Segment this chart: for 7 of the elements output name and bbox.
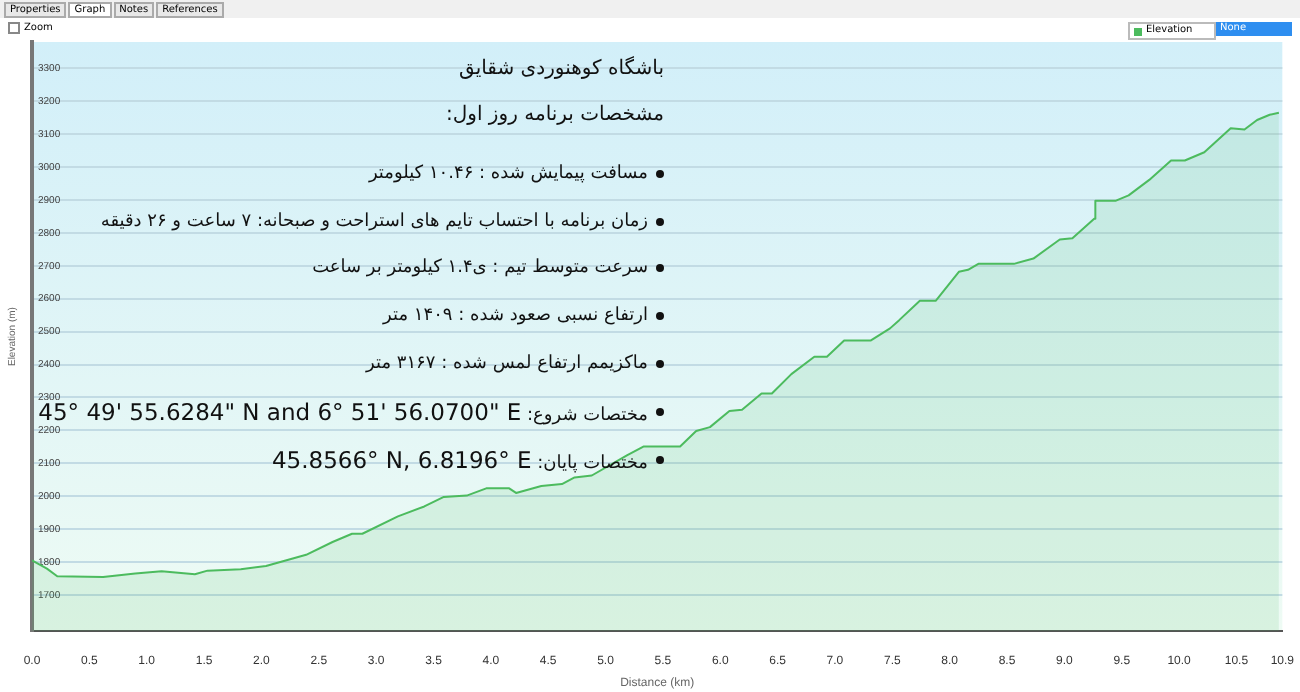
annotation: مسافت پیمایش شده : ۱۰.۴۶ کیلومتر bbox=[368, 163, 648, 184]
annotation: ماکزیمم ارتفاع لمس شده : ۳۱۶۷ متر bbox=[366, 354, 648, 375]
annotation: ارتفاع نسبی صعود شده : ۱۴۰۹ متر bbox=[383, 306, 648, 327]
text: مشخصات برنامه روز اول: bbox=[444, 104, 664, 130]
text: باشگاه کوهنوردی شقایق bbox=[457, 58, 664, 84]
annotation: زمان برنامه با احتساب تایم های استراحت و صبحانه: ۷ ساعت و ۲۶ دقیقه bbox=[100, 211, 648, 232]
annotation: سرعت متوسط تیم : ی۱.۴ کیلومتر بر ساعت bbox=[312, 258, 648, 279]
